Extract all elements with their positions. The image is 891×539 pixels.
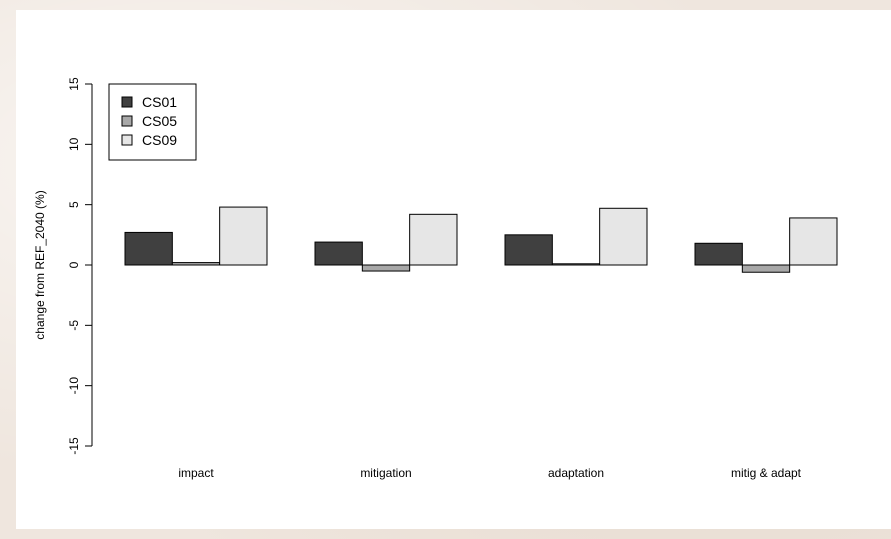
bar-cs09 — [599, 207, 648, 266]
bar-cs09 — [409, 213, 458, 266]
bar-cs05 — [361, 264, 411, 272]
y-tick-label: -10 — [67, 377, 81, 395]
bar-cs05 — [171, 262, 221, 266]
bar-cs09 — [219, 206, 268, 266]
y-tick-label: -15 — [67, 437, 81, 455]
bar-chart: -15 -10 -5 0 5 10 15 impact mitigation adaptatio… — [33, 77, 838, 480]
bar-cs05 — [741, 264, 791, 273]
y-tick-label: 15 — [67, 77, 81, 91]
x-tick-label: mitigation — [360, 466, 411, 480]
y-tick-label: 10 — [67, 137, 81, 151]
bar-cs01 — [504, 234, 553, 266]
x-axis-labels: impact mitigation adaptation mitig & adapt — [178, 466, 801, 480]
legend-swatch — [121, 115, 133, 127]
plot-panel: -15 -10 -5 0 5 10 15 impact mitigation adaptatio… — [16, 10, 891, 529]
bar-cs01 — [314, 241, 363, 266]
y-axis: -15 -10 -5 0 5 10 15 — [67, 77, 93, 455]
y-tick-label: -5 — [67, 320, 81, 331]
x-tick-label: mitig & adapt — [731, 466, 802, 480]
y-tick-label: 5 — [67, 201, 81, 208]
bars-group — [124, 206, 838, 273]
bar-cs01 — [124, 231, 173, 266]
legend-swatch — [121, 134, 133, 146]
x-tick-label: adaptation — [548, 466, 604, 480]
legend-label: CS09 — [142, 132, 177, 148]
legend: CS01 CS05 CS09 — [108, 83, 197, 161]
legend-label: CS01 — [142, 94, 177, 110]
legend-swatch — [121, 96, 133, 108]
y-tick-label: 0 — [67, 261, 81, 268]
legend-label: CS05 — [142, 113, 177, 129]
x-tick-label: impact — [178, 466, 214, 480]
y-axis-label: change from REF_2040 (%) — [33, 190, 47, 339]
bar-cs09 — [789, 217, 838, 266]
bar-cs05 — [551, 263, 601, 266]
bar-cs01 — [694, 242, 743, 266]
